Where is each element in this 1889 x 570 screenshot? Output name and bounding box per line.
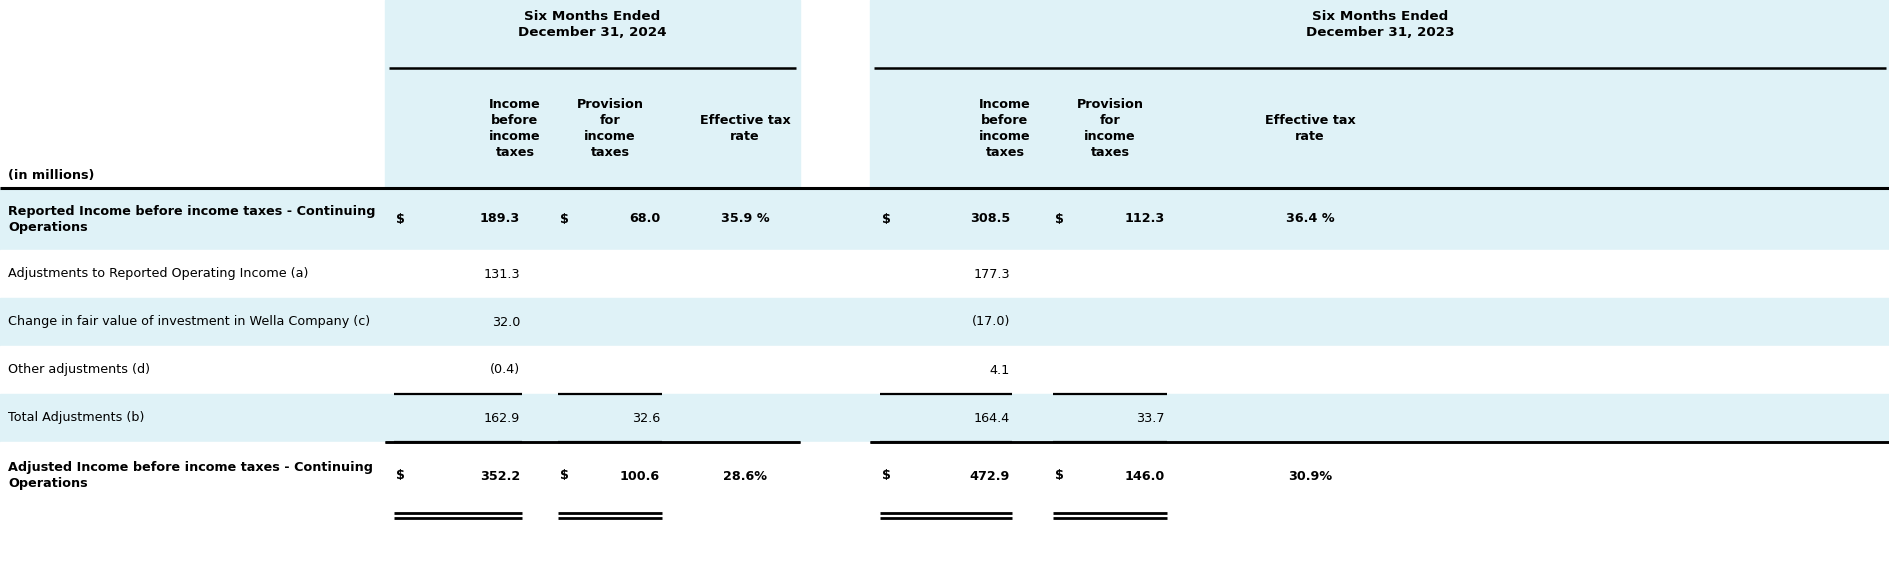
Text: Income
before
income
taxes: Income before income taxes bbox=[489, 97, 540, 158]
Text: (17.0): (17.0) bbox=[971, 316, 1009, 328]
Bar bbox=[869, 0, 1889, 188]
Text: 32.6: 32.6 bbox=[631, 412, 659, 425]
Text: 177.3: 177.3 bbox=[973, 267, 1009, 280]
Bar bbox=[0, 298, 1889, 346]
Text: $: $ bbox=[882, 213, 890, 226]
Text: Change in fair value of investment in Wella Company (c): Change in fair value of investment in We… bbox=[8, 316, 370, 328]
Text: 28.6%: 28.6% bbox=[723, 470, 767, 482]
Text: $: $ bbox=[1054, 213, 1064, 226]
Text: 35.9 %: 35.9 % bbox=[720, 213, 769, 226]
Text: 112.3: 112.3 bbox=[1124, 213, 1164, 226]
Text: 4.1: 4.1 bbox=[990, 364, 1009, 377]
Text: Provision
for
income
taxes: Provision for income taxes bbox=[576, 97, 642, 158]
Text: (in millions): (in millions) bbox=[8, 169, 94, 182]
Text: Reported Income before income taxes - Continuing
Operations: Reported Income before income taxes - Co… bbox=[8, 205, 376, 234]
Bar bbox=[0, 442, 1889, 510]
Text: 146.0: 146.0 bbox=[1124, 470, 1164, 482]
Text: $: $ bbox=[397, 213, 404, 226]
Text: 189.3: 189.3 bbox=[480, 213, 519, 226]
Text: 472.9: 472.9 bbox=[969, 470, 1009, 482]
Text: 131.3: 131.3 bbox=[484, 267, 519, 280]
Text: 30.9%: 30.9% bbox=[1286, 470, 1332, 482]
Text: $: $ bbox=[1054, 470, 1064, 482]
Text: 68.0: 68.0 bbox=[629, 213, 659, 226]
Text: Income
before
income
taxes: Income before income taxes bbox=[979, 97, 1030, 158]
Text: Other adjustments (d): Other adjustments (d) bbox=[8, 364, 149, 377]
Bar bbox=[0, 188, 1889, 250]
Text: Six Months Ended
December 31, 2024: Six Months Ended December 31, 2024 bbox=[518, 10, 667, 39]
Text: Provision
for
income
taxes: Provision for income taxes bbox=[1077, 97, 1143, 158]
Bar bbox=[0, 394, 1889, 442]
Text: Effective tax
rate: Effective tax rate bbox=[1264, 113, 1354, 142]
Text: $: $ bbox=[559, 213, 569, 226]
Text: 32.0: 32.0 bbox=[491, 316, 519, 328]
Text: 33.7: 33.7 bbox=[1135, 412, 1164, 425]
Text: Adjustments to Reported Operating Income (a): Adjustments to Reported Operating Income… bbox=[8, 267, 308, 280]
Text: (0.4): (0.4) bbox=[489, 364, 519, 377]
Text: 308.5: 308.5 bbox=[969, 213, 1009, 226]
Text: Total Adjustments (b): Total Adjustments (b) bbox=[8, 412, 144, 425]
Text: $: $ bbox=[882, 470, 890, 482]
Bar bbox=[385, 0, 799, 188]
Bar bbox=[0, 250, 1889, 298]
Text: 352.2: 352.2 bbox=[480, 470, 519, 482]
Text: 164.4: 164.4 bbox=[973, 412, 1009, 425]
Text: Six Months Ended
December 31, 2023: Six Months Ended December 31, 2023 bbox=[1305, 10, 1453, 39]
Bar bbox=[0, 346, 1889, 394]
Text: $: $ bbox=[397, 470, 404, 482]
Text: 36.4 %: 36.4 % bbox=[1285, 213, 1334, 226]
Text: Effective tax
rate: Effective tax rate bbox=[699, 113, 790, 142]
Text: 100.6: 100.6 bbox=[620, 470, 659, 482]
Text: 162.9: 162.9 bbox=[484, 412, 519, 425]
Text: $: $ bbox=[559, 470, 569, 482]
Text: Adjusted Income before income taxes - Continuing
Operations: Adjusted Income before income taxes - Co… bbox=[8, 462, 372, 491]
